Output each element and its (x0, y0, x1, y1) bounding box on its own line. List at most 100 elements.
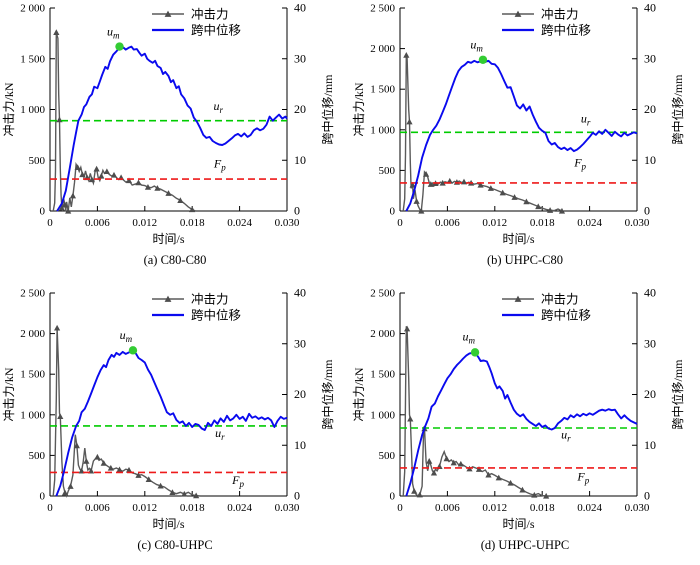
svg-text:30: 30 (294, 51, 306, 65)
svg-text:0: 0 (47, 217, 53, 229)
axes (399, 7, 638, 212)
force-series (402, 51, 566, 214)
svg-text:1 000: 1 000 (20, 409, 45, 421)
svg-text:0: 0 (397, 217, 403, 229)
svg-text:1 000: 1 000 (370, 409, 395, 421)
y-right-axis-title: 跨中位移/mm (320, 359, 335, 430)
F_p-label: Fp (576, 470, 589, 486)
svg-text:0.030: 0.030 (625, 217, 650, 229)
axes (399, 292, 638, 497)
svg-text:30: 30 (644, 336, 656, 350)
svg-text:0.006: 0.006 (435, 502, 460, 514)
svg-text:0: 0 (40, 206, 46, 218)
chart-caption: (d) UHPC-UHPC (481, 538, 570, 552)
svg-text:0: 0 (390, 206, 396, 218)
svg-text:0.018: 0.018 (530, 217, 555, 229)
svg-text:10: 10 (644, 153, 656, 167)
force-curve (52, 32, 196, 212)
figure-row-bottom: 0 500 1 000 1 500 2 000 2 500 0 10 20 30 40 0 0.006 0… (0, 285, 700, 565)
y-left-axis-title: 冲击力/kN (351, 367, 366, 421)
y-left-axis-title: 冲击力/kN (1, 82, 16, 136)
svg-text:0: 0 (294, 204, 300, 218)
um-peak-dot (470, 348, 480, 357)
chart-a-svg: 0 500 1 000 1 500 2 000 0 10 20 30 40 0 0.006 0.012 0… (1, 1, 335, 268)
svg-text:0: 0 (40, 491, 46, 503)
svg-text:2 000: 2 000 (370, 328, 395, 340)
chart-caption: (b) UHPC-C80 (487, 253, 563, 267)
y-right-axis-title: 跨中位移/mm (670, 359, 685, 430)
svg-text:10: 10 (294, 438, 306, 452)
svg-text:30: 30 (294, 336, 306, 350)
svg-text:1 000: 1 000 (370, 124, 395, 136)
svg-text:20: 20 (644, 102, 656, 116)
svg-text:0: 0 (644, 489, 650, 503)
svg-text:0.024: 0.024 (577, 502, 602, 514)
legend-force-label: 冲击力 (541, 292, 579, 307)
svg-text:2 500: 2 500 (370, 288, 395, 300)
svg-text:40: 40 (294, 286, 306, 300)
chart-caption: (a) C80-C80 (144, 253, 207, 267)
svg-text:2 500: 2 500 (20, 288, 45, 300)
svg-text:2 000: 2 000 (20, 3, 45, 15)
svg-text:40: 40 (644, 1, 656, 15)
figure-row-top: 0 500 1 000 1 500 2 000 0 10 20 30 40 0 0.006 0.012 0… (1, 0, 700, 285)
legend-displacement-label: 跨中位移 (191, 308, 241, 323)
svg-text:1 000: 1 000 (20, 104, 45, 116)
y-right-axis-title: 跨中位移/mm (320, 74, 335, 145)
svg-text:0.012: 0.012 (132, 502, 157, 514)
svg-text:0.006: 0.006 (85, 217, 110, 229)
svg-text:0.006: 0.006 (85, 502, 110, 514)
displacement-curve (405, 351, 638, 497)
svg-text:500: 500 (379, 450, 396, 462)
svg-text:0: 0 (390, 491, 396, 503)
x-axis-title: 时间/s (502, 232, 534, 246)
legend-displacement-label: 跨中位移 (541, 308, 591, 323)
svg-text:0.030: 0.030 (275, 217, 300, 229)
um-label: um (462, 330, 475, 346)
svg-text:0.018: 0.018 (530, 502, 555, 514)
um-label: um (120, 328, 133, 344)
svg-text:0.012: 0.012 (482, 502, 507, 514)
legend-force-label: 冲击力 (541, 7, 579, 22)
tick-labels: 0 500 1 000 1 500 2 000 0 10 20 30 40 0 0.006 0.012 0… (20, 1, 306, 230)
svg-text:0.030: 0.030 (625, 502, 650, 514)
force-series (402, 325, 550, 499)
svg-text:2 000: 2 000 (370, 43, 395, 55)
svg-text:500: 500 (29, 155, 46, 167)
tick-labels: 0 500 1 000 1 500 2 000 2 500 0 10 20 30 40 0 0.006 0… (20, 286, 306, 515)
x-axis-title: 时间/s (502, 517, 534, 531)
tick-labels: 0 500 1 000 1 500 2 000 2 500 0 10 20 30 40 0 0.006 0… (370, 286, 656, 515)
svg-text:1 500: 1 500 (370, 369, 395, 381)
F_p-label: Fp (213, 156, 226, 172)
chart-b: 0 500 1 000 1 500 2 000 2 500 0 10 20 30 40 0 0.006 0… (350, 0, 700, 285)
svg-text:0: 0 (47, 502, 53, 514)
svg-text:0: 0 (397, 502, 403, 514)
chart-caption: (c) C80-UHPC (137, 538, 212, 552)
svg-text:20: 20 (294, 102, 306, 116)
svg-text:1 500: 1 500 (20, 53, 45, 65)
x-axis-title: 时间/s (152, 232, 184, 246)
um-label: um (107, 24, 120, 40)
svg-text:0.030: 0.030 (275, 502, 300, 514)
legend-force-label: 冲击力 (191, 292, 229, 307)
y-right-axis-title: 跨中位移/mm (670, 74, 685, 145)
y-left-axis-title: 冲击力/kN (351, 82, 366, 136)
svg-text:0.012: 0.012 (482, 217, 507, 229)
svg-text:0.012: 0.012 (132, 217, 157, 229)
svg-text:10: 10 (644, 438, 656, 452)
F_p-label: Fp (231, 473, 244, 489)
u_r-label: ur (581, 112, 591, 128)
legend-force-label: 冲击力 (191, 7, 229, 22)
svg-text:0: 0 (644, 204, 650, 218)
svg-text:500: 500 (29, 450, 46, 462)
svg-text:20: 20 (294, 387, 306, 401)
svg-text:0: 0 (294, 489, 300, 503)
chart-d-svg: 0 500 1 000 1 500 2 000 2 500 0 10 20 30 40 0 0.006 0… (351, 286, 685, 553)
svg-text:30: 30 (644, 51, 656, 65)
force-curve (402, 54, 563, 213)
um-peak-dot (128, 346, 138, 355)
u_r-label: ur (214, 99, 224, 115)
